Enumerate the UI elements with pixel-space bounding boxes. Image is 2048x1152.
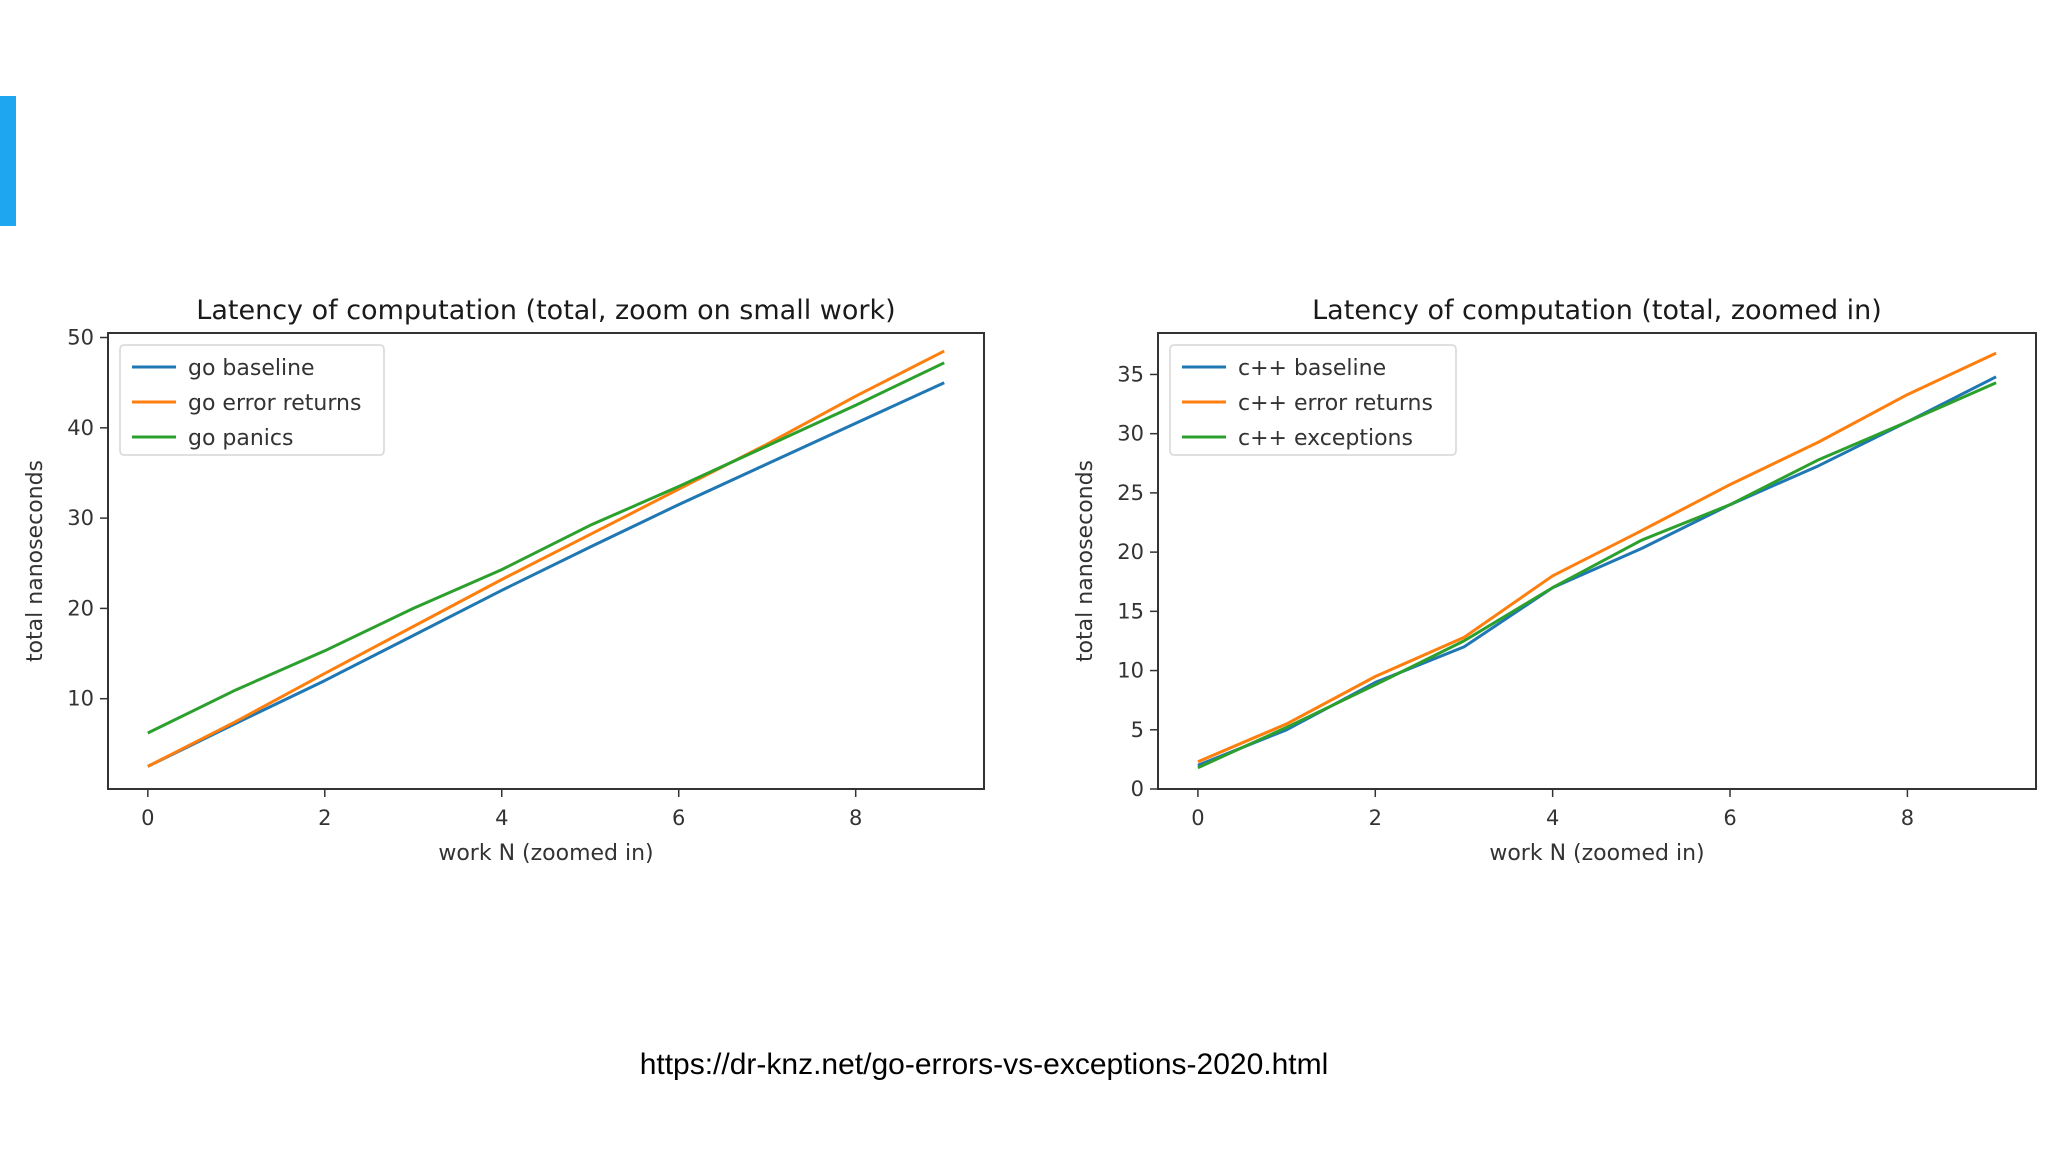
go-y-tick-label: 40 <box>67 416 94 440</box>
go-legend-label-2: go panics <box>188 426 293 451</box>
go-x-tick-label: 2 <box>318 806 331 830</box>
go-y-axis-label: total nanoseconds <box>23 460 48 662</box>
go-x-tick-label: 6 <box>672 806 685 830</box>
cpp-y-tick-label: 0 <box>1131 777 1144 801</box>
go-series-line-1 <box>147 349 945 768</box>
cpp-chart-title: Latency of computation (total, zoomed in… <box>1312 295 1882 326</box>
cpp-y-tick-label: 30 <box>1117 422 1144 446</box>
cpp-series-line-2 <box>1197 381 1997 770</box>
cpp-legend-label-0: c++ baseline <box>1238 356 1386 381</box>
cpp-y-tick-label: 25 <box>1117 481 1144 505</box>
go-legend <box>119 344 385 456</box>
go-chart-title: Latency of computation (total, zoom on s… <box>196 295 895 326</box>
cpp-x-tick-label: 4 <box>1546 806 1559 830</box>
cpp-y-tick-label: 10 <box>1117 659 1144 683</box>
cpp-series-line-1 <box>1197 351 1997 764</box>
cpp-x-tick-label: 6 <box>1723 806 1736 830</box>
go-legend-label-0: go baseline <box>188 356 315 381</box>
go-x-axis-label: work N (zoomed in) <box>438 841 653 866</box>
go-x-tick-label: 8 <box>849 806 862 830</box>
cpp-y-tick-label: 20 <box>1117 540 1144 564</box>
go-y-tick-label: 10 <box>67 687 94 711</box>
go-series-line-2 <box>147 361 945 735</box>
cpp-x-tick-label: 2 <box>1369 806 1382 830</box>
cpp-x-tick-label: 8 <box>1901 806 1914 830</box>
cpp-legend-label-1: c++ error returns <box>1238 391 1433 416</box>
cpp-x-tick-label: 0 <box>1191 806 1204 830</box>
cpp-y-tick-label: 15 <box>1117 599 1144 623</box>
cpp-y-tick-label: 5 <box>1131 718 1144 742</box>
go-y-tick-label: 50 <box>67 326 94 350</box>
go-series-line-0 <box>147 381 945 768</box>
cpp-legend-label-2: c++ exceptions <box>1238 426 1413 451</box>
source-url[interactable]: https://dr-knz.net/go-errors-vs-exceptio… <box>639 1048 1329 1081</box>
cpp-y-tick-label: 35 <box>1117 362 1144 386</box>
go-y-tick-label: 20 <box>67 596 94 620</box>
go-x-tick-label: 4 <box>495 806 508 830</box>
accent-bar <box>0 96 16 226</box>
cpp-legend <box>1169 344 1457 456</box>
cpp-y-axis-label: total nanoseconds <box>1073 460 1098 662</box>
go-y-tick-label: 30 <box>67 506 94 530</box>
cpp-x-axis-label: work N (zoomed in) <box>1489 841 1704 866</box>
go-x-tick-label: 0 <box>141 806 154 830</box>
go-legend-label-1: go error returns <box>188 391 361 416</box>
